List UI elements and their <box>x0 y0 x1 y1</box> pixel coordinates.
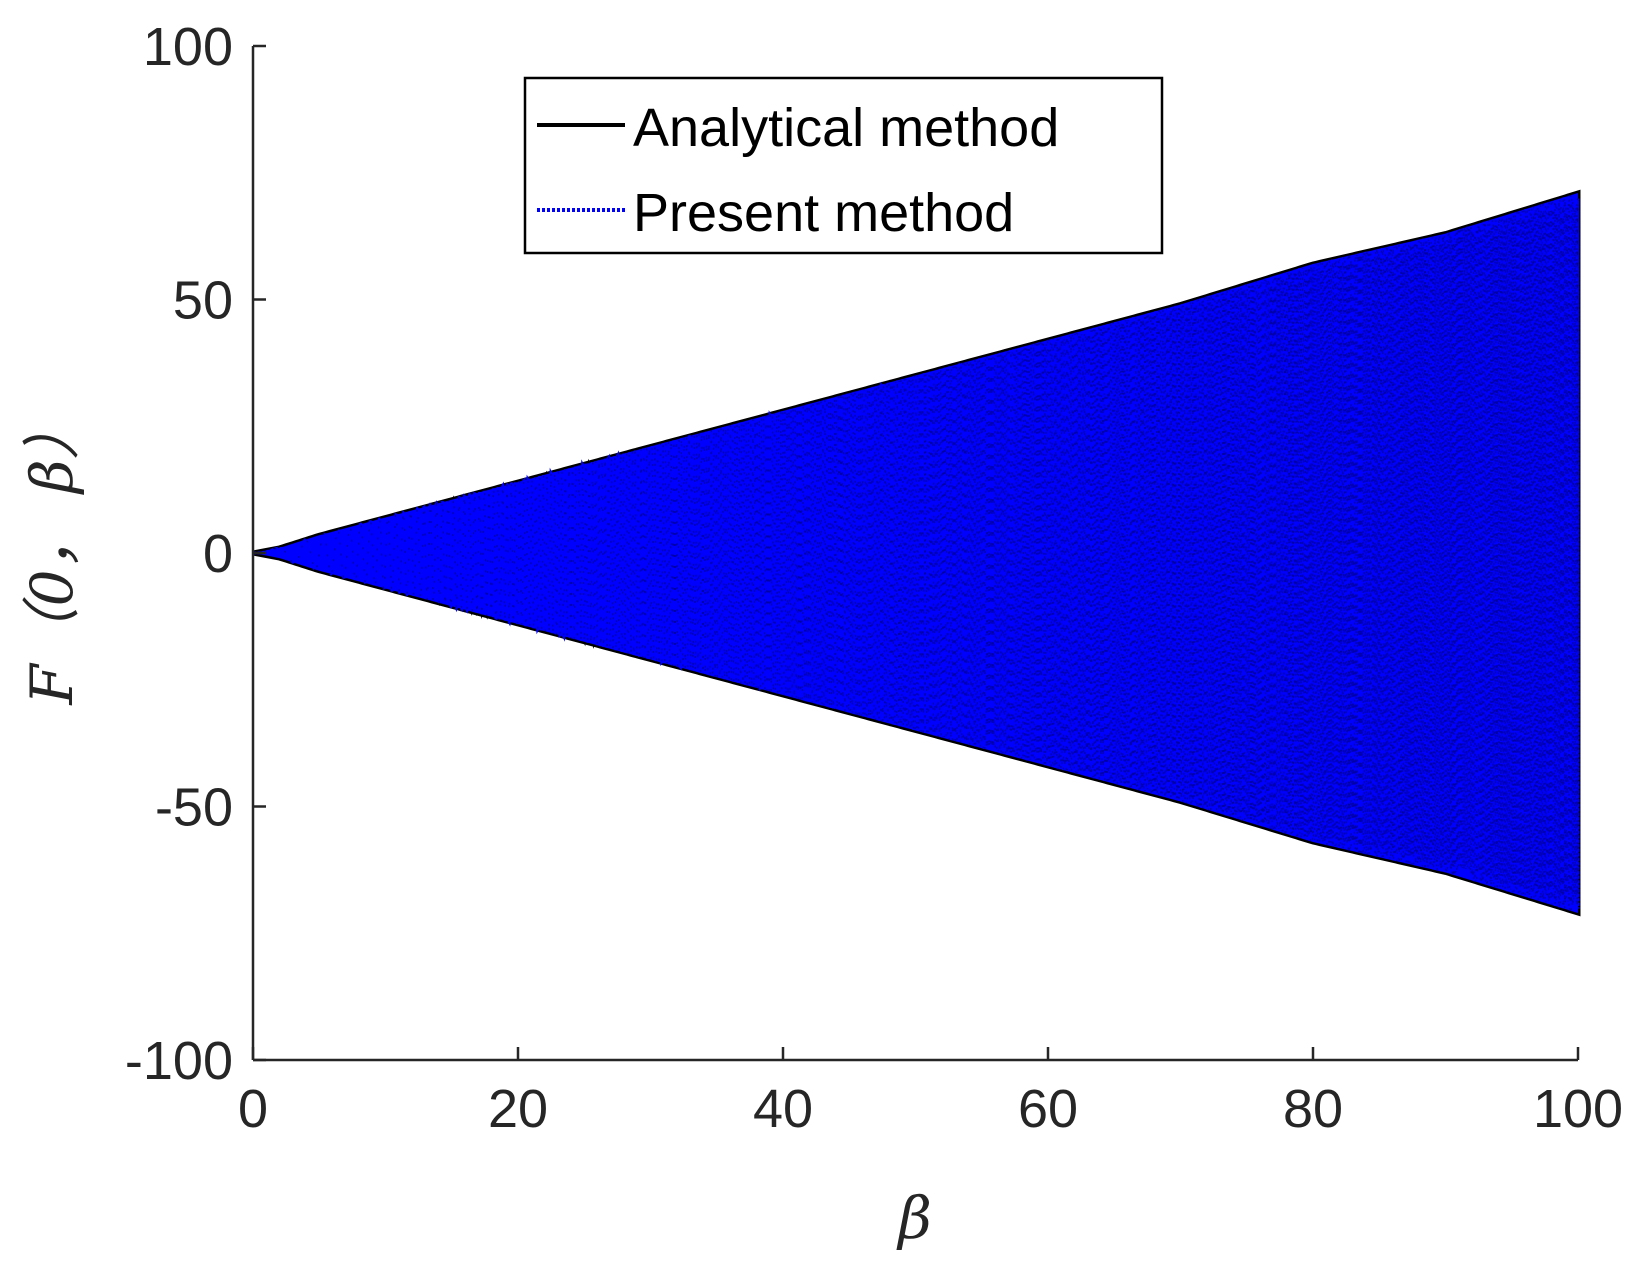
x-tick-label: 100 <box>1533 1079 1623 1139</box>
x-tick-label: 40 <box>753 1079 813 1139</box>
legend-label-present: Present method <box>633 183 1014 243</box>
series-line-present <box>253 195 1580 911</box>
series-layer <box>252 189 1581 917</box>
y-tick-label: -100 <box>125 1031 233 1091</box>
y-tick-label: 100 <box>143 17 233 77</box>
x-tick-label: 0 <box>238 1079 268 1139</box>
y-axis-label: F（0， β） <box>18 401 86 705</box>
legend-box <box>523 76 1164 255</box>
x-axis-label: β <box>896 1184 932 1252</box>
legend-label-analytical: Analytical method <box>633 98 1059 158</box>
y-tick-label: 0 <box>203 524 233 584</box>
x-tick-label: 80 <box>1283 1079 1343 1139</box>
x-tick-label: 20 <box>488 1079 548 1139</box>
y-tick-label: 50 <box>173 271 233 331</box>
series-present <box>253 193 1580 913</box>
ticks: 0 20 40 60 80 100 -100 -50 0 50 100 <box>125 17 1623 1139</box>
legend: Analytical method Present method <box>523 76 1164 255</box>
y-tick-label: -50 <box>155 778 233 838</box>
x-tick-label: 60 <box>1018 1079 1078 1139</box>
